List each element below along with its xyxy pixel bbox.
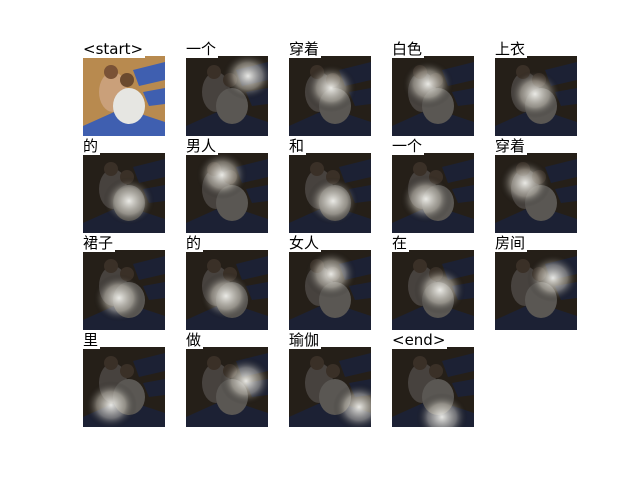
token-label: 裙子 [83, 234, 116, 252]
attention-cell: 做 [186, 331, 268, 427]
token-label: 在 [392, 234, 410, 252]
token-label: 里 [83, 331, 101, 349]
attention-cell: 穿着 [495, 137, 577, 233]
attention-map [392, 56, 474, 136]
attention-map [495, 56, 577, 136]
token-label: 房间 [495, 234, 528, 252]
attention-map [186, 56, 268, 136]
attention-map [289, 250, 371, 330]
token-label: 做 [186, 331, 204, 349]
token-label: 穿着 [495, 137, 528, 155]
attention-cell: 白色 [392, 40, 474, 136]
attention-map [392, 347, 474, 427]
attention-cell: 的 [83, 137, 165, 233]
attention-map [186, 250, 268, 330]
token-label: <end> [392, 331, 448, 349]
attention-cell: 房间 [495, 234, 577, 330]
attention-map [392, 153, 474, 233]
token-label: 女人 [289, 234, 322, 252]
token-label: 和 [289, 137, 307, 155]
attention-map [495, 250, 577, 330]
token-label: <start> [83, 40, 146, 58]
token-label: 上衣 [495, 40, 528, 58]
token-label: 白色 [392, 40, 425, 58]
attention-cell: 穿着 [289, 40, 371, 136]
token-label: 的 [83, 137, 101, 155]
attention-map [186, 153, 268, 233]
attention-map [289, 347, 371, 427]
attention-cell: 裙子 [83, 234, 165, 330]
attention-map [83, 153, 165, 233]
attention-map [495, 153, 577, 233]
attention-cell: <start> [83, 40, 165, 136]
attention-cell: 的 [186, 234, 268, 330]
attention-map [289, 153, 371, 233]
attention-map [83, 347, 165, 427]
attention-cell: 瑜伽 [289, 331, 371, 427]
token-label: 男人 [186, 137, 219, 155]
attention-cell: 和 [289, 137, 371, 233]
token-label: 一个 [392, 137, 425, 155]
attention-cell: 里 [83, 331, 165, 427]
attention-cell: 女人 [289, 234, 371, 330]
original-photo [83, 56, 165, 136]
attention-cell: 在 [392, 234, 474, 330]
attention-cell: 一个 [392, 137, 474, 233]
token-label: 穿着 [289, 40, 322, 58]
attention-cell: <end> [392, 331, 474, 427]
attention-map [83, 250, 165, 330]
token-label: 瑜伽 [289, 331, 322, 349]
attention-map [186, 347, 268, 427]
attention-cell: 一个 [186, 40, 268, 136]
attention-cell: 上衣 [495, 40, 577, 136]
attention-map [289, 56, 371, 136]
token-label: 一个 [186, 40, 219, 58]
attention-cell: 男人 [186, 137, 268, 233]
attention-map [392, 250, 474, 330]
token-label: 的 [186, 234, 204, 252]
